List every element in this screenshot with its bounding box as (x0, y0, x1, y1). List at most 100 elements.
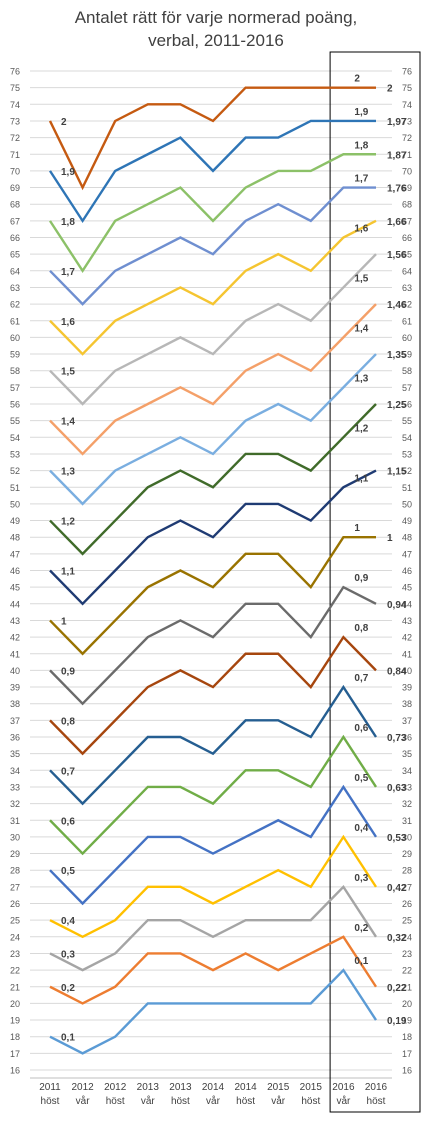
y-tick-label-right: 58 (402, 366, 412, 376)
series-mid-label: 1,9 (354, 107, 368, 118)
y-tick-label-right: 24 (402, 932, 412, 942)
series-start-label: 1,6 (61, 317, 75, 328)
y-tick-label-right: 61 (402, 316, 412, 326)
y-tick-label-right: 18 (402, 1032, 412, 1042)
y-tick-label-right: 33 (402, 782, 412, 792)
x-tick-label-year: 2014 (234, 1082, 257, 1093)
y-tick-label-right: 19 (402, 1016, 412, 1026)
x-tick-label-year: 2013 (169, 1082, 192, 1093)
y-tick-label-left: 73 (10, 116, 20, 126)
y-tick-label-left: 18 (10, 1032, 20, 1042)
series-end-label: 0,19 (387, 1016, 407, 1027)
y-tick-label-right: 60 (402, 333, 412, 343)
y-tick-label-right: 39 (402, 683, 412, 693)
y-tick-label-left: 63 (10, 283, 20, 293)
y-tick-label-right: 44 (402, 599, 412, 609)
series-end-label: 0,84 (387, 666, 407, 677)
series-end-label: 2 (387, 84, 393, 95)
y-tick-label-left: 55 (10, 416, 20, 426)
y-tick-label-right: 55 (402, 416, 412, 426)
y-tick-label-right: 54 (402, 433, 412, 443)
y-tick-label-left: 24 (10, 932, 20, 942)
y-tick-label-left: 71 (10, 150, 20, 160)
y-tick-label-left: 35 (10, 749, 20, 759)
x-tick-label-term: vår (141, 1095, 156, 1107)
series-end-label: 1,35 (387, 350, 407, 361)
series-start-label: 0,7 (61, 766, 75, 777)
y-tick-label-right: 72 (402, 133, 412, 143)
y-tick-label-left: 44 (10, 599, 20, 609)
y-tick-label-left: 19 (10, 1016, 20, 1026)
x-tick-label-term: vår (206, 1095, 221, 1107)
y-tick-label-right: 16 (402, 1066, 412, 1076)
series-end-label: 1,46 (387, 300, 407, 311)
y-tick-label-left: 75 (10, 83, 20, 93)
y-tick-label-right: 49 (402, 516, 412, 526)
series-start-label: 1,8 (61, 217, 75, 228)
series-line (49, 303, 377, 456)
y-tick-label-right: 20 (402, 999, 412, 1009)
series-end-label: 1,87 (387, 150, 407, 161)
series-mid-label: 0,7 (354, 673, 368, 684)
y-tick-label-left: 49 (10, 516, 20, 526)
y-tick-label-left: 48 (10, 533, 20, 543)
y-tick-label-left: 20 (10, 999, 20, 1009)
y-tick-label-left: 50 (10, 499, 20, 509)
y-tick-label-left: 26 (10, 899, 20, 909)
series-end-label: 1,25 (387, 400, 407, 411)
series-line (49, 186, 376, 306)
y-tick-label-left: 41 (10, 649, 20, 659)
y-tick-label-left: 34 (10, 766, 20, 776)
x-tick-label-year: 2013 (137, 1082, 160, 1093)
series-line (48, 119, 376, 224)
y-tick-label-right: 56 (402, 400, 412, 410)
x-tick-label-term: höst (236, 1096, 255, 1107)
series-end-label: 0,73 (387, 733, 407, 744)
y-tick-label-left: 67 (10, 216, 20, 226)
y-tick-label-left: 31 (10, 816, 20, 826)
series-mid-label: 0,5 (354, 773, 368, 784)
y-tick-label-left: 33 (10, 782, 20, 792)
y-tick-label-left: 39 (10, 683, 20, 693)
highlight-box (329, 51, 421, 1113)
y-tick-label-right: 21 (402, 982, 412, 992)
y-tick-label-left: 51 (10, 483, 20, 493)
y-tick-label-right: 76 (402, 67, 412, 77)
series-end-label: 1 (387, 533, 393, 544)
y-tick-label-left: 45 (10, 583, 20, 593)
x-tick-label-term: vår (271, 1095, 286, 1107)
series-line (49, 968, 378, 1055)
x-tick-label-year: 2011 (39, 1082, 61, 1093)
series-start-label: 1 (61, 616, 67, 627)
series-line (49, 935, 378, 1005)
series-start-label: 0,8 (61, 716, 75, 727)
y-tick-label-right: 23 (402, 949, 412, 959)
series-start-label: 0,3 (61, 949, 75, 960)
series-start-label: 1,4 (61, 417, 75, 428)
series-end-label: 1,56 (387, 250, 407, 261)
y-tick-label-right: 26 (402, 899, 412, 909)
series-end-label: 0,94 (387, 600, 407, 611)
y-tick-label-right: 53 (402, 449, 412, 459)
y-tick-label-left: 65 (10, 250, 20, 260)
y-tick-label-left: 47 (10, 549, 20, 559)
series-mid-label: 1,1 (354, 473, 368, 484)
x-tick-label-year: 2012 (104, 1082, 127, 1093)
series-start-label: 2 (61, 117, 67, 128)
y-tick-label-right: 32 (402, 799, 412, 809)
y-tick-label-left: 61 (10, 316, 20, 326)
y-tick-label-right: 30 (402, 832, 412, 842)
chart-title-line-2: verbal, 2011-2016 (148, 31, 284, 50)
y-tick-label-right: 74 (402, 100, 412, 110)
series-mid-label: 0,6 (354, 723, 368, 734)
y-tick-label-left: 74 (10, 100, 20, 110)
y-tick-label-right: 36 (402, 733, 412, 743)
y-tick-label-right: 64 (402, 266, 412, 276)
series-mid-label: 1,4 (354, 323, 368, 334)
y-tick-label-left: 46 (10, 566, 20, 576)
y-tick-label-right: 51 (402, 483, 412, 493)
series-mid-label: 0,4 (354, 823, 368, 834)
y-tick-label-left: 60 (10, 333, 20, 343)
y-tick-label-left: 62 (10, 300, 20, 310)
